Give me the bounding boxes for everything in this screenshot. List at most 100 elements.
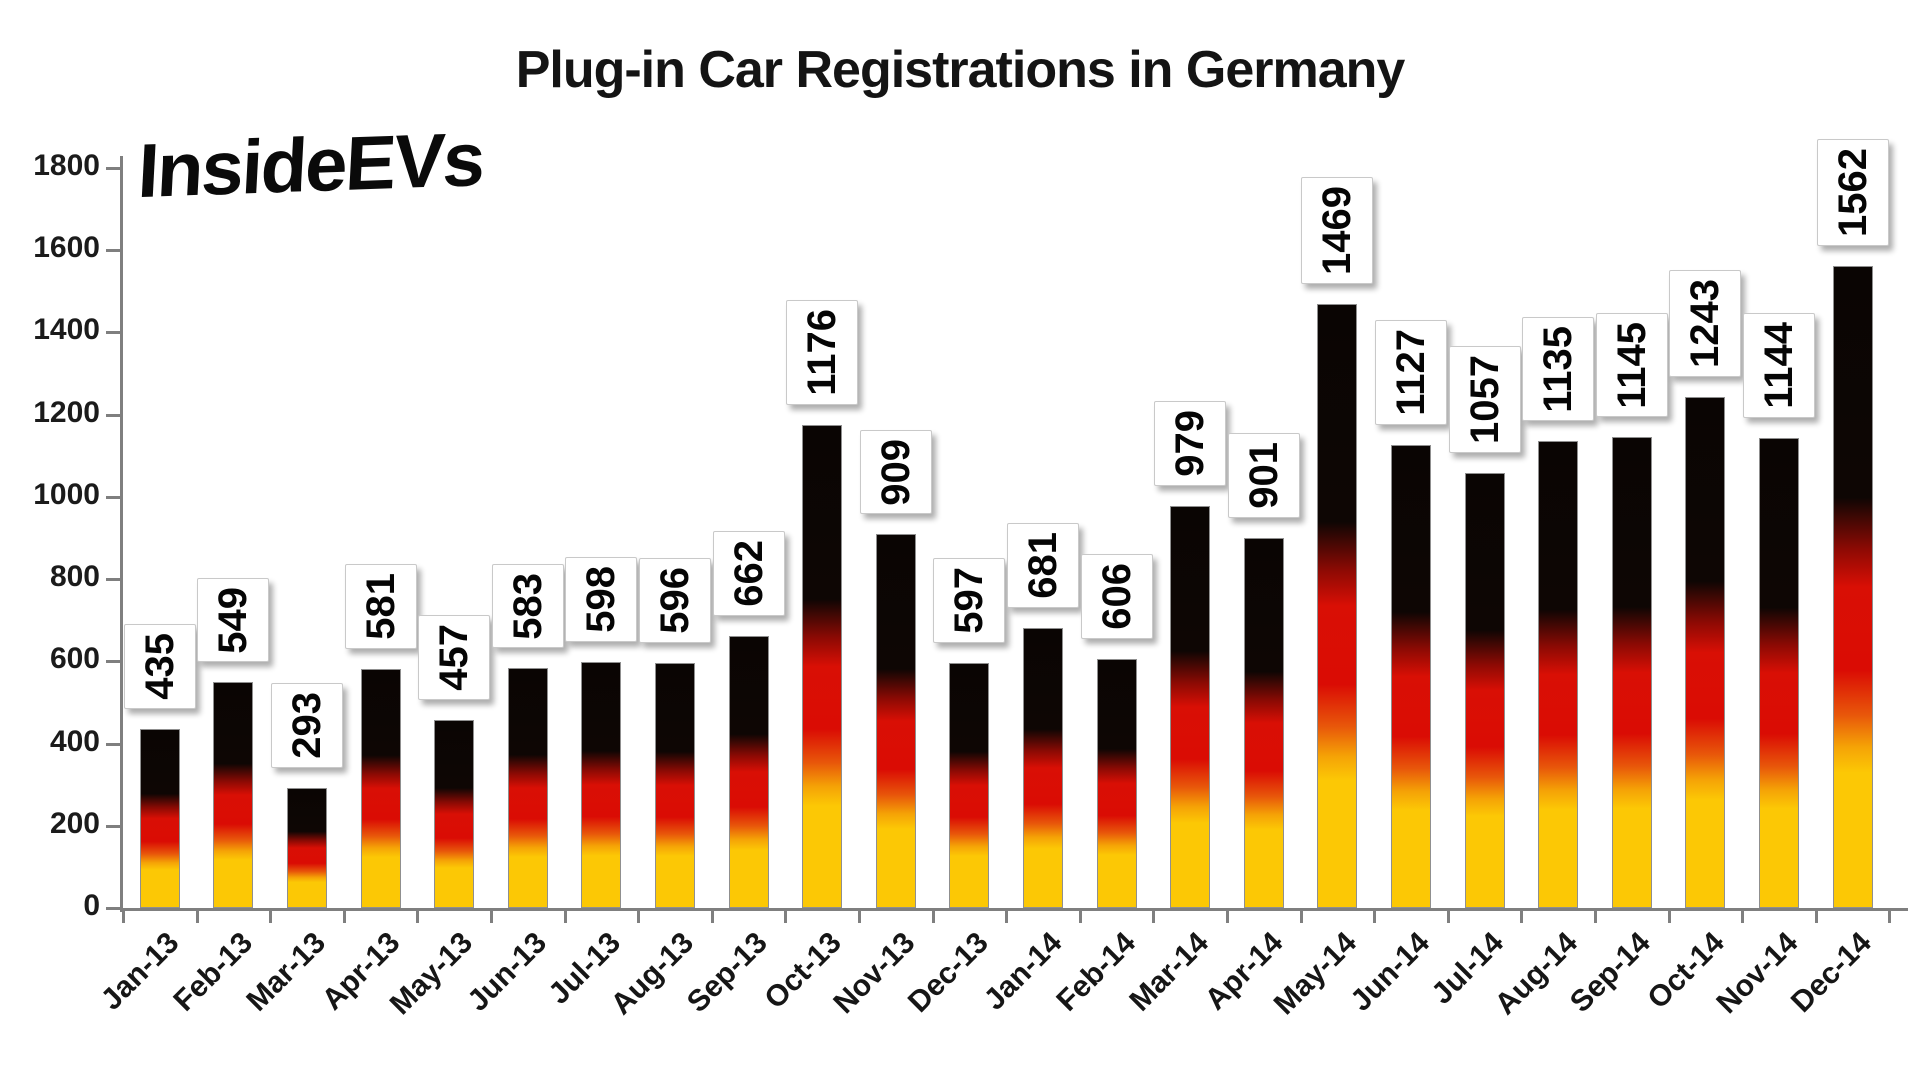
x-tick-label-text: Sep-13: [681, 926, 774, 1019]
y-axis-tick: [106, 907, 120, 910]
x-tick-label-text: Aug-14: [1488, 926, 1584, 1022]
x-axis-tick: [1667, 911, 1671, 923]
bar-value-label: 1144: [1743, 312, 1815, 418]
bar-value-label: 435: [123, 624, 196, 710]
bar-value-text: 435: [137, 633, 182, 701]
y-axis-tick: [106, 331, 120, 335]
bar: [1611, 437, 1652, 908]
bar-value-label: 1176: [786, 299, 859, 405]
bar: [287, 787, 327, 908]
bar-value-label: 909: [859, 429, 932, 515]
y-tick-label: 1600: [33, 231, 100, 265]
bar: [581, 662, 622, 908]
bar-value-label: 1127: [1375, 319, 1447, 425]
x-axis-tick: [1594, 911, 1597, 923]
bar-value-text: 293: [285, 691, 329, 759]
bar-value-label: 596: [639, 558, 711, 643]
y-tick-label: 600: [49, 642, 100, 676]
x-axis-tick: [490, 911, 493, 923]
x-tick-label-text: Feb-13: [167, 926, 259, 1018]
bar-value-text: 979: [1168, 409, 1213, 477]
x-tick-label-text: Mar-14: [1123, 926, 1216, 1018]
bar-value-text: 581: [358, 573, 403, 641]
x-axis-tick: [122, 911, 125, 923]
bar-value-text: 1145: [1609, 321, 1654, 409]
bar: [1170, 505, 1211, 908]
bar-value-label: 662: [712, 531, 785, 616]
bar-value-text: 1243: [1683, 279, 1728, 368]
bar-value-text: 1135: [1536, 325, 1581, 413]
bar-value-label: 1057: [1448, 346, 1521, 454]
x-axis-tick: [1888, 911, 1892, 923]
bar-value-label: 549: [197, 577, 270, 663]
bar: [139, 729, 180, 908]
x-tick-label-text: Jan-13: [94, 926, 186, 1017]
bar: [507, 668, 548, 908]
bar: [360, 669, 401, 908]
bar: [875, 534, 916, 908]
bar-value-text: 681: [1021, 532, 1065, 600]
x-axis-tick: [1373, 911, 1377, 923]
bar: [1023, 628, 1063, 908]
x-axis-tick: [1446, 911, 1450, 923]
bar-value-text: 1057: [1462, 355, 1507, 445]
bar-value-text: 1127: [1389, 328, 1433, 416]
insideevs-watermark: InsideEVs: [135, 116, 486, 215]
bar-value-text: 598: [579, 566, 624, 634]
x-axis-tick: [1226, 911, 1229, 923]
bar: [1096, 658, 1137, 908]
bar: [1538, 441, 1579, 908]
x-tick-label-text: Aug-13: [605, 926, 701, 1022]
x-axis-line: [120, 908, 1908, 911]
bar-value-label: 901: [1227, 432, 1300, 518]
x-axis-tick: [1520, 911, 1524, 923]
bar: [655, 662, 695, 908]
y-tick-label: 800: [49, 560, 100, 594]
bar-value-text: 909: [873, 438, 918, 506]
x-tick-label-text: Jun-14: [1344, 926, 1437, 1018]
x-tick-label-text: Jan-14: [977, 926, 1069, 1017]
y-axis-tick: [106, 249, 120, 253]
bar-value-label: 1243: [1669, 270, 1742, 377]
bar-value-label: 606: [1080, 554, 1153, 639]
bar: [213, 682, 254, 908]
y-axis-tick: [106, 742, 120, 746]
bar-value-text: 1562: [1830, 147, 1875, 237]
x-axis-tick: [416, 911, 420, 923]
x-axis-tick: [195, 911, 199, 923]
x-axis-tick: [931, 911, 935, 923]
bar-value-label: 1145: [1595, 312, 1668, 418]
x-tick-label-text: May-14: [1267, 926, 1363, 1022]
bar-value-text: 597: [947, 566, 992, 634]
bar: [1759, 437, 1799, 908]
y-axis-tick: [106, 167, 120, 170]
y-tick-label: 1400: [33, 313, 100, 347]
x-axis-tick: [1078, 911, 1082, 923]
y-tick-label: 200: [49, 806, 100, 840]
x-axis-tick: [1299, 911, 1303, 923]
y-axis-tick: [106, 660, 120, 664]
bar: [1317, 304, 1358, 908]
x-tick-label-text: Nov-14: [1710, 926, 1805, 1021]
bar-value-label: 1469: [1301, 177, 1374, 285]
bar-value-text: 549: [211, 586, 256, 654]
bar-value-label: 457: [418, 615, 491, 701]
x-axis-tick: [1152, 911, 1156, 923]
y-tick-label: 0: [83, 889, 100, 922]
bar-value-text: 901: [1241, 441, 1286, 509]
x-tick-label-text: May-13: [384, 926, 480, 1022]
x-axis-tick: [710, 911, 714, 923]
y-axis-tick: [106, 824, 120, 828]
x-axis-tick: [784, 911, 788, 923]
bar-value-label: 581: [344, 564, 417, 650]
chart-title: Plug-in Car Registrations in Germany: [515, 41, 1406, 99]
y-axis-tick: [106, 578, 120, 582]
bar: [434, 720, 475, 908]
bar-value-label: 1562: [1816, 138, 1889, 246]
bar-value-label: 598: [565, 557, 638, 643]
bar-value-label: 1135: [1522, 316, 1595, 422]
bar: [1832, 265, 1873, 908]
y-axis-line: [120, 156, 123, 912]
x-axis-tick: [858, 911, 861, 923]
x-tick-label-text: Jun-13: [461, 926, 554, 1018]
